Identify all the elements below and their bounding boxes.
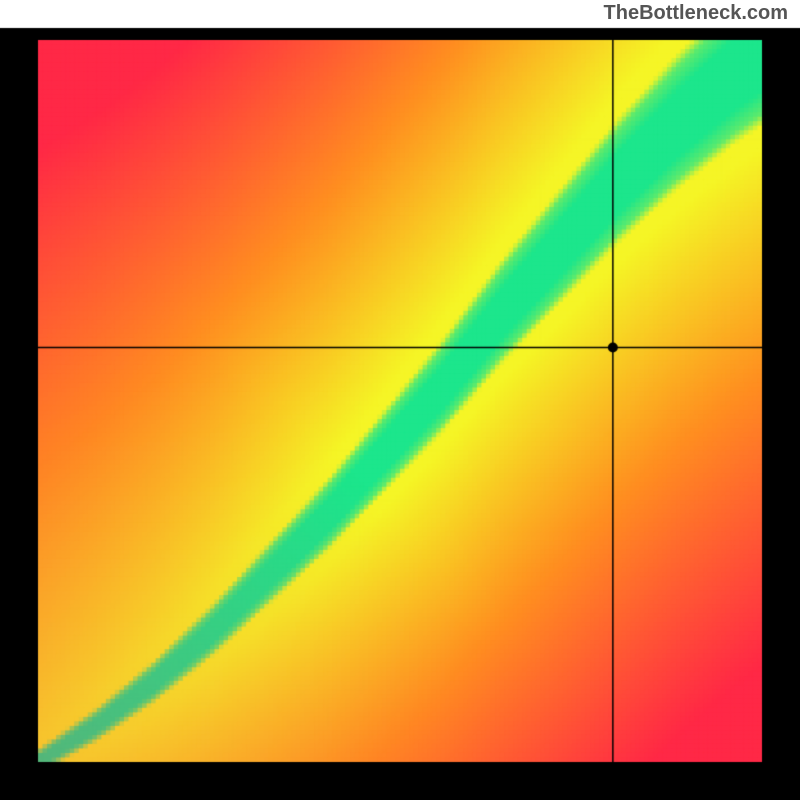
bottleneck-heatmap [0,0,800,800]
watermark-text: TheBottleneck.com [604,2,788,25]
chart-container: TheBottleneck.com [0,0,800,800]
